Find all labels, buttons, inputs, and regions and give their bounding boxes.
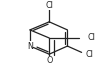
Text: Cl: Cl — [88, 34, 96, 42]
Text: Cl: Cl — [45, 1, 53, 10]
Text: Cl: Cl — [86, 50, 94, 59]
Text: N: N — [27, 42, 33, 51]
Text: O: O — [46, 56, 52, 65]
